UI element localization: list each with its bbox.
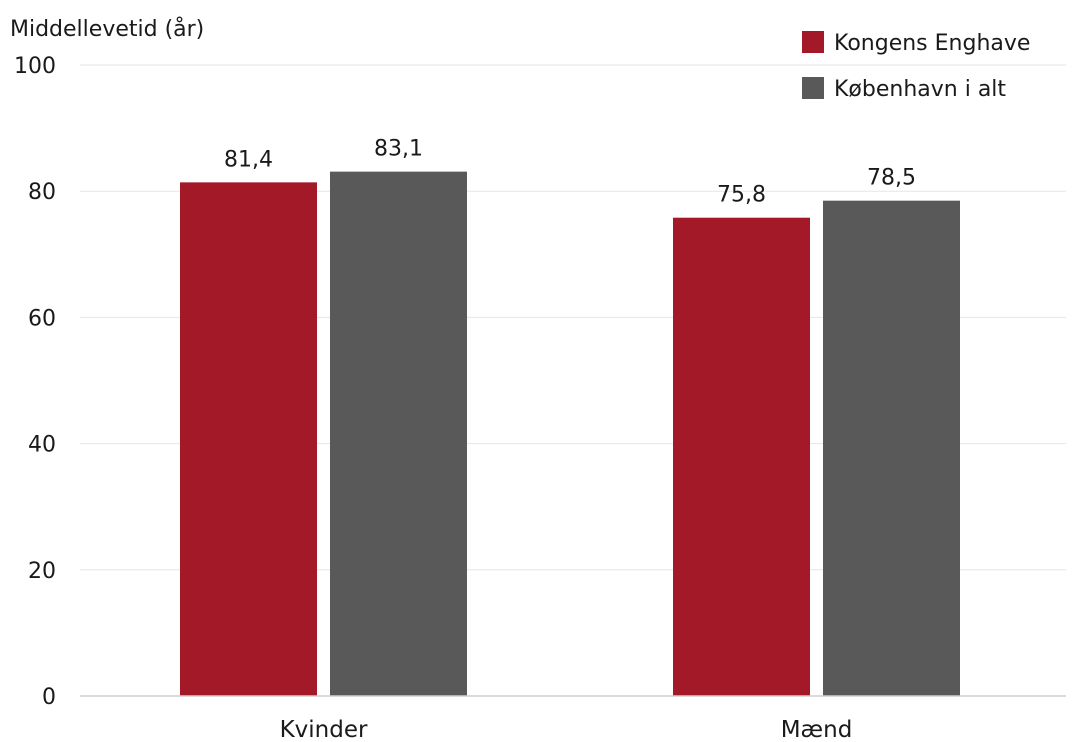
y-tick-label: 20 [28,559,56,584]
bars [180,172,960,696]
x-category-label: Kvinder [280,717,368,742]
y-tick-label: 60 [28,306,56,331]
legend: Kongens Enghave København i alt [802,31,1030,102]
bar [823,201,960,696]
legend-swatch-kongens-enghave [802,31,824,53]
y-tick-label: 100 [14,54,56,79]
data-label: 78,5 [867,166,916,191]
data-labels: 81,4 83,1 75,8 78,5 [224,137,916,208]
y-tick-label: 0 [42,685,56,710]
y-axis-title: Middellevetid (år) [10,16,204,42]
bar [673,218,810,696]
bar [180,182,317,696]
y-axis-ticks: 0 20 40 60 80 100 [14,54,56,710]
x-axis-categories: Kvinder Mænd [280,717,853,742]
y-tick-label: 80 [28,180,56,205]
legend-label-kongens-enghave: Kongens Enghave [834,31,1030,56]
data-label: 75,8 [717,183,766,208]
legend-swatch-kobenhavn-i-alt [802,77,824,99]
bar [330,172,467,696]
data-label: 83,1 [374,137,423,162]
x-category-label: Mænd [781,717,853,742]
data-label: 81,4 [224,147,273,172]
legend-label-kobenhavn-i-alt: København i alt [834,77,1006,102]
y-tick-label: 40 [28,433,56,458]
